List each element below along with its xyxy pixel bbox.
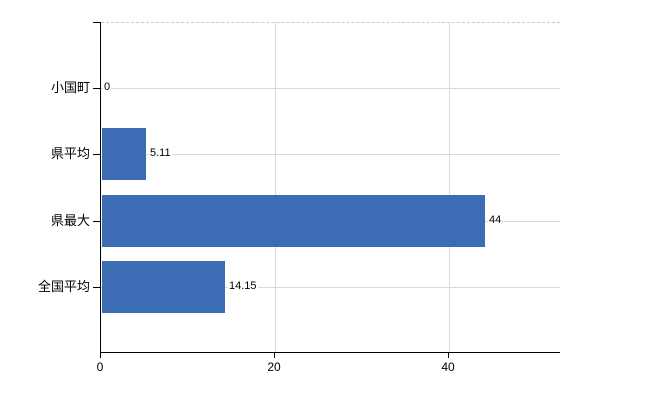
plot-top-gridline <box>101 22 560 23</box>
category-label: 全国平均 <box>37 279 90 294</box>
bar-value-label: 5.11 <box>149 147 172 160</box>
h-gridline-row <box>101 287 560 288</box>
x-axis-tick-20 <box>274 353 275 358</box>
bar-県最大 <box>102 195 485 247</box>
bar-value-label: 14.15 <box>228 280 258 293</box>
bar-県平均 <box>102 128 146 180</box>
category-label: 県最大 <box>50 213 90 228</box>
v-gridline-40 <box>449 22 450 352</box>
bar-value-label: 44 <box>488 214 503 227</box>
y-axis-tick <box>93 154 100 155</box>
x-axis-tick-0 <box>100 353 101 358</box>
x-axis-tick-label: 0 <box>96 360 104 374</box>
category-label: 県平均 <box>50 146 90 161</box>
bar-value-label: 0 <box>103 81 112 94</box>
x-axis-tick-label: 20 <box>267 360 281 374</box>
v-gridline-20 <box>275 22 276 352</box>
y-axis-top-tick <box>93 22 100 23</box>
y-axis-tick <box>93 88 100 89</box>
y-axis-tick <box>93 287 100 288</box>
y-axis-tick <box>93 221 100 222</box>
h-gridline-row <box>101 88 560 89</box>
x-axis-tick-label: 40 <box>441 360 455 374</box>
category-label: 小国町 <box>50 80 90 95</box>
bar-全国平均 <box>102 261 225 313</box>
h-gridline-row <box>101 154 560 155</box>
plot-area: 0 5.11 44 14.15 <box>100 22 560 353</box>
x-axis-tick-40 <box>448 353 449 358</box>
